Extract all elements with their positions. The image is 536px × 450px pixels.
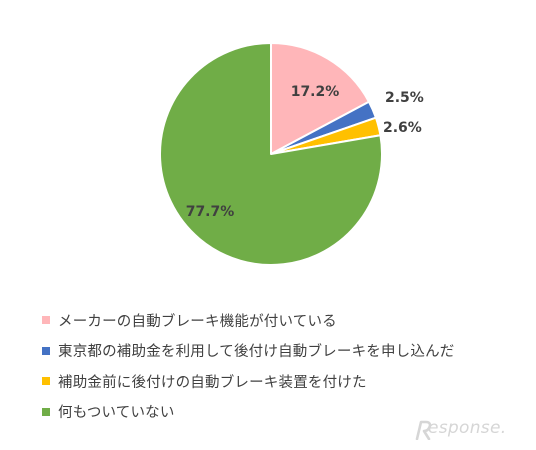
legend-item-subsidy: 東京都の補助金を利用して後付け自動ブレーキを申し込んだ — [42, 343, 522, 360]
legend-label-maker: メーカーの自動ブレーキ機能が付いている — [58, 313, 337, 330]
legend-label-subsidy: 東京都の補助金を利用して後付け自動ブレーキを申し込んだ — [58, 344, 455, 360]
legend-swatch-maker — [42, 316, 50, 324]
legend-item-maker: メーカーの自動ブレーキ機能が付いている — [42, 312, 522, 330]
pie-slice-maker — [270, 42, 370, 155]
legend-label-none: 何もついていない — [58, 405, 175, 421]
legend-label-retrofit: 補助金前に後付けの自動ブレーキ装置を付けた — [58, 374, 367, 391]
legend-item-none: 何もついていない — [42, 404, 522, 421]
pie-chart: 17.2% 2.5% 2.6% 77.7% — [159, 42, 424, 266]
legend-swatch-none — [42, 407, 50, 416]
slice-label-retrofit: 2.6% — [383, 120, 422, 136]
slice-label-subsidy: 2.5% — [385, 90, 424, 106]
slice-labels: 17.2% 2.5% 2.6% 77.7% — [186, 84, 424, 220]
legend: メーカーの自動ブレーキ機能が付いている 東京都の補助金を利用して後付け自動ブレー… — [42, 312, 522, 434]
pie-slices — [159, 42, 383, 266]
response-watermark: esponse. — [414, 418, 529, 442]
legend-swatch-retrofit — [42, 377, 50, 385]
slice-label-none: 77.7% — [186, 204, 235, 220]
response-logo-text: esponse. — [428, 418, 507, 438]
pie-slice-none — [159, 42, 383, 266]
legend-swatch-subsidy — [42, 346, 50, 355]
slice-label-maker: 17.2% — [291, 84, 340, 100]
response-logo-icon — [415, 420, 432, 440]
legend-item-retrofit: 補助金前に後付けの自動ブレーキ装置を付けた — [42, 373, 522, 391]
